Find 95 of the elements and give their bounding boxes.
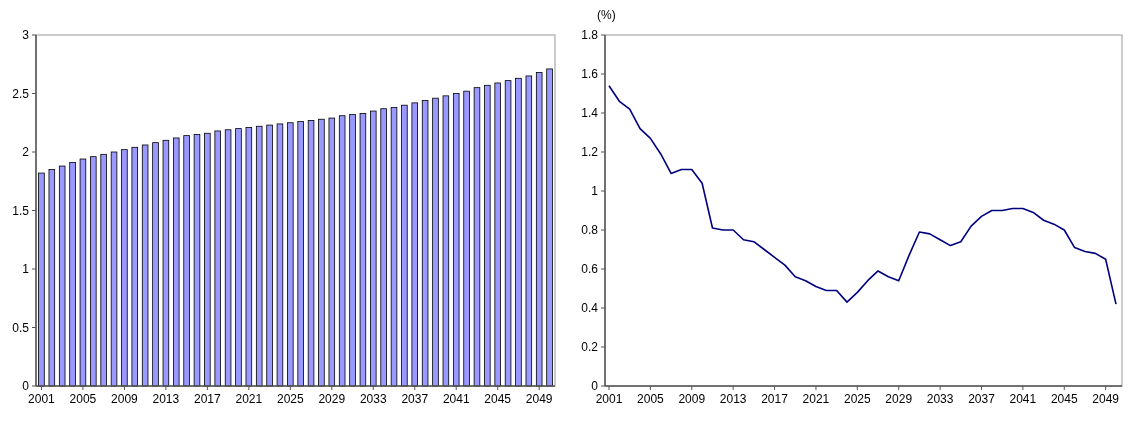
y-tick-label: 3 (22, 28, 30, 43)
x-tick-label: 2029 (318, 392, 346, 406)
bar (287, 122, 294, 387)
bar (173, 137, 180, 387)
bar (48, 169, 56, 387)
x-tick-label: 2041 (1009, 392, 1037, 406)
bar (390, 107, 398, 387)
bar (318, 118, 325, 387)
bar (214, 130, 221, 387)
y-tick-label: 0 (591, 379, 599, 394)
bar (463, 90, 470, 387)
line-series (608, 84, 1117, 305)
bar (121, 149, 128, 387)
x-tick-label: 2037 (401, 392, 429, 406)
x-tick-label: 2045 (1050, 392, 1078, 406)
bar (183, 135, 190, 387)
bar (204, 132, 211, 387)
bar (432, 97, 439, 387)
bar (297, 121, 304, 387)
x-tick-label: 2033 (926, 392, 954, 406)
x-tick-label: 2013 (719, 392, 747, 406)
y-tick-label: 2.5 (12, 86, 30, 101)
bar (380, 108, 387, 387)
y-tick-label: 0.4 (581, 301, 599, 316)
bar (131, 146, 139, 387)
x-tick-label: 2045 (484, 392, 512, 406)
x-tick-label: 2013 (152, 392, 180, 406)
bar (90, 156, 97, 387)
bar (359, 112, 367, 387)
bar (69, 162, 76, 387)
bar (349, 114, 356, 387)
bar (58, 165, 66, 387)
bar (79, 158, 87, 387)
bar (411, 102, 418, 387)
bar (452, 93, 460, 387)
y-tick-label: 0.6 (581, 262, 599, 277)
x-tick-label: 2017 (761, 392, 789, 406)
x-tick-label: 2021 (802, 392, 830, 406)
bar (193, 134, 201, 387)
x-tick-label: 2049 (525, 392, 553, 406)
y-tick-label: 2 (22, 145, 30, 160)
bar (401, 104, 408, 387)
bar (162, 139, 170, 387)
x-tick-label: 2001 (595, 392, 623, 406)
y-tick-label: 1 (591, 184, 599, 199)
bar (266, 124, 273, 387)
bar (484, 84, 491, 387)
bar (224, 129, 232, 387)
bar (473, 87, 481, 387)
y-tick-label: 1.6 (581, 67, 599, 82)
x-tick-label: 2009 (111, 392, 139, 406)
bar (276, 123, 284, 387)
y-tick-label: 1.4 (581, 106, 599, 121)
x-tick-label: 2033 (359, 392, 387, 406)
x-tick-label: 2017 (194, 392, 222, 406)
bar (255, 125, 263, 387)
bar (38, 172, 45, 387)
x-tick-label: 2025 (276, 392, 304, 406)
x-tick-label: 2001 (28, 392, 56, 406)
x-tick-label: 2037 (968, 392, 996, 406)
y-tick-label: 0.8 (581, 223, 599, 238)
x-tick-label: 2025 (843, 392, 871, 406)
bar (338, 115, 346, 387)
bar (235, 128, 242, 387)
bar (110, 151, 118, 387)
y-tick-label: 0 (22, 379, 30, 394)
y-tick-label: 1.8 (581, 28, 599, 43)
x-tick-label: 2005 (69, 392, 97, 406)
x-tick-label: 2029 (885, 392, 913, 406)
x-tick-label: 2021 (235, 392, 263, 406)
bar (442, 95, 450, 387)
bar (152, 142, 159, 387)
y-tick-label: 1.2 (581, 145, 599, 160)
bar (494, 82, 501, 387)
bar (100, 153, 107, 387)
bar (535, 72, 543, 387)
bar (515, 77, 522, 387)
bar (525, 75, 533, 387)
x-tick-label: 2005 (637, 392, 665, 406)
bar (307, 120, 315, 387)
bar (141, 144, 149, 387)
bar (546, 68, 553, 387)
bar (245, 127, 253, 387)
bar (504, 80, 512, 387)
x-tick-label: 2009 (678, 392, 706, 406)
y-axis-title: (%) (597, 8, 616, 22)
x-tick-label: 2041 (442, 392, 470, 406)
bar (421, 100, 429, 387)
y-tick-label: 1 (22, 262, 30, 277)
x-tick-label: 2049 (1092, 392, 1120, 406)
bar (328, 117, 336, 387)
y-tick-label: 0.5 (12, 320, 30, 335)
y-tick-label: 1.5 (12, 203, 30, 218)
y-tick-label: 0.2 (581, 340, 599, 355)
bar (370, 110, 377, 387)
